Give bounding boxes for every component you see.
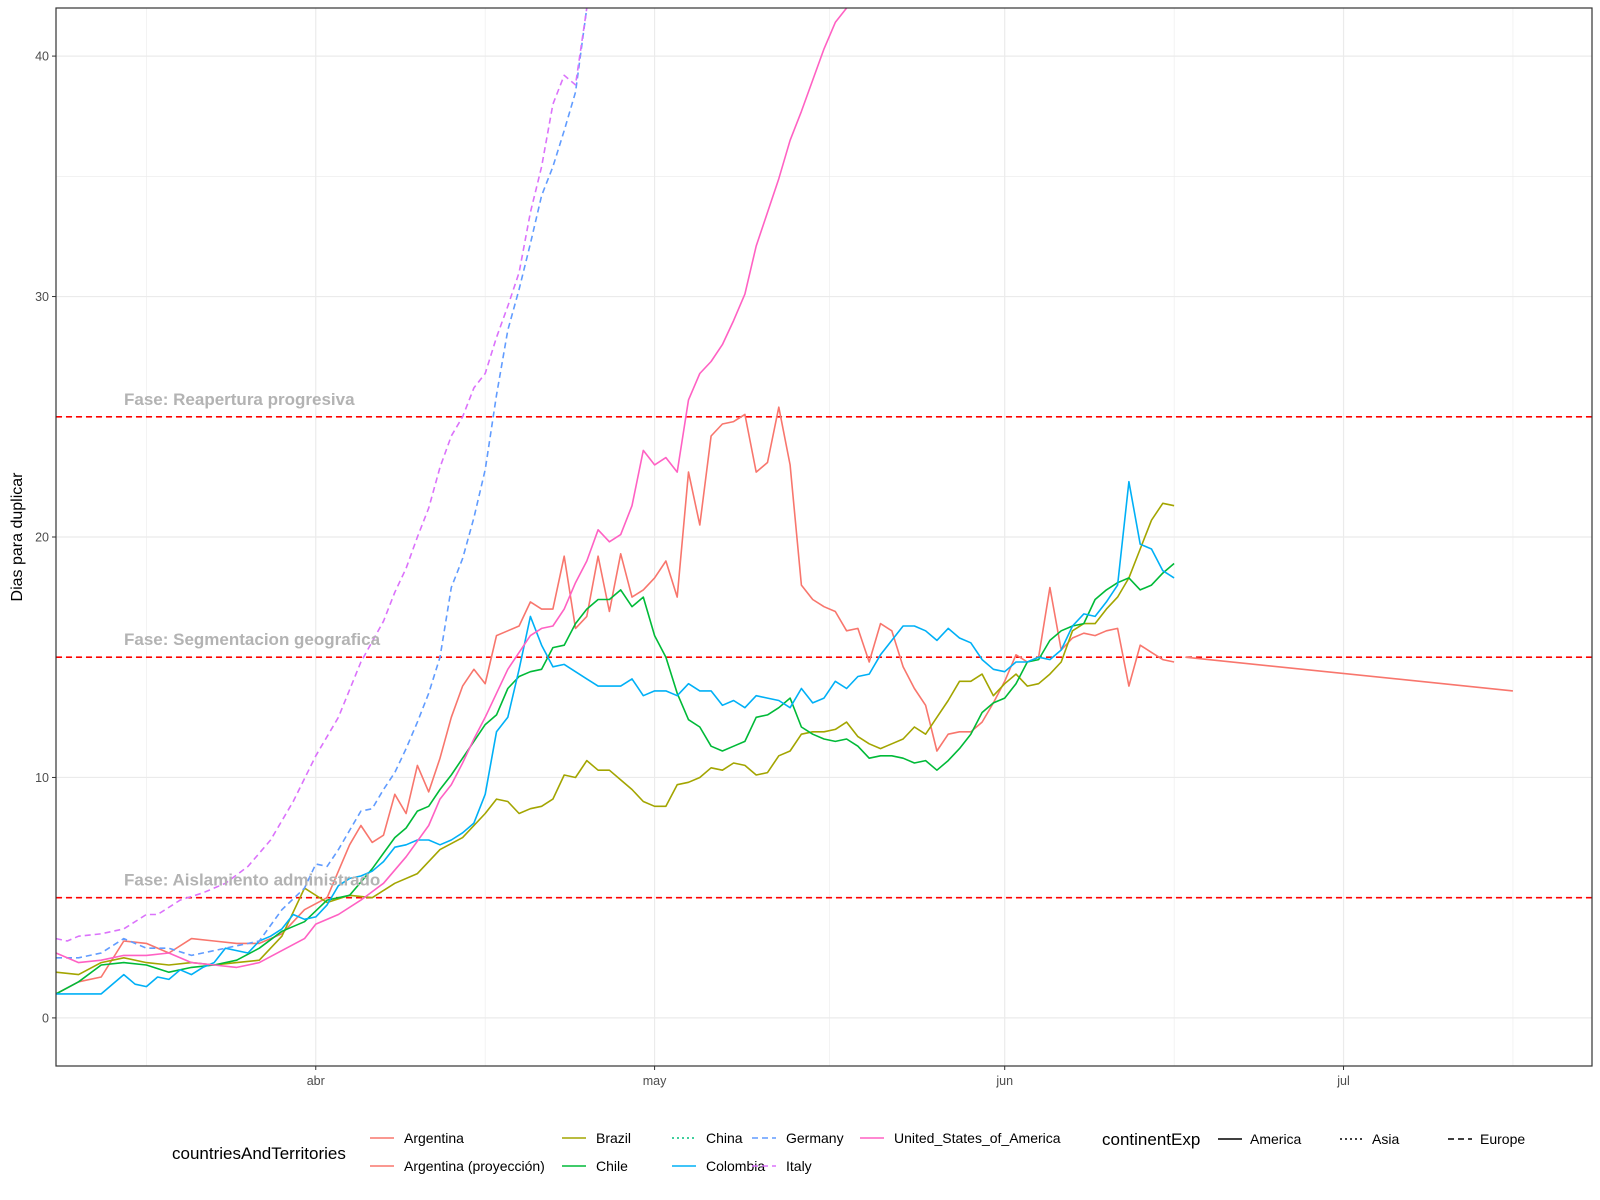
legend-linetype-title: continentExp (1102, 1130, 1200, 1149)
y-axis: 0 10 20 30 40 (35, 50, 56, 1025)
legend-label-germany: Germany (786, 1130, 844, 1146)
legend-linetype-label: Asia (1372, 1131, 1399, 1147)
legend-linetype-label: America (1250, 1131, 1302, 1147)
y-tick-label: 20 (35, 531, 49, 545)
series-line-argentina (56, 406, 1175, 995)
y-tick-label: 10 (35, 771, 49, 785)
legend-linetype-label: Europe (1480, 1131, 1525, 1147)
series-line-chile (56, 562, 1175, 995)
series-line-italy (56, 8, 588, 942)
y-axis-title: Dias para duplicar (9, 472, 26, 602)
series-line-brazil (56, 502, 1175, 976)
phase-lines (56, 415, 1592, 899)
legend-label-china: China (706, 1130, 743, 1146)
legend-label-colombia: Colombia (706, 1158, 765, 1174)
legend-label-brazil: Brazil (596, 1130, 631, 1146)
grid (56, 8, 1592, 1066)
series-line-argentina-proyecci-n (1185, 656, 1513, 692)
legend-label-argentina: Argentina (404, 1130, 464, 1146)
legend-linetype-entries: America Asia Europe (1218, 1131, 1525, 1147)
series-line-germany (56, 8, 588, 959)
legend-label-italy: Italy (786, 1158, 812, 1174)
phase-label: Fase: Aislamiento administrado (124, 871, 380, 890)
series-lines (56, 8, 1513, 995)
y-tick-label: 40 (35, 50, 49, 64)
series-line-colombia (56, 480, 1175, 995)
legend-color-title: countriesAndTerritories (172, 1144, 346, 1163)
legend-color-entries: Argentina Argentina (proyección) Brazil Chi… (370, 1130, 1061, 1174)
legend-label-united-states-of-america: United_States_of_America (894, 1130, 1061, 1146)
phase-labels: Fase: Reapertura progresiva Fase: Segment… (124, 390, 381, 890)
x-tick-label: may (643, 1074, 667, 1088)
y-tick-label: 30 (35, 290, 49, 304)
y-tick-label: 0 (42, 1011, 49, 1025)
legend-label-chile: Chile (596, 1158, 628, 1174)
x-tick-label: abr (307, 1074, 325, 1088)
phase-label: Fase: Reapertura progresiva (124, 390, 355, 409)
legend: countriesAndTerritories ArgentinaArgenti… (172, 1130, 1525, 1174)
series-line-united-states-of-america (56, 8, 848, 969)
x-axis: abr may jun jul (307, 1066, 1350, 1088)
x-tick-label: jul (1336, 1074, 1350, 1088)
phase-label: Fase: Segmentacion geografica (124, 630, 381, 649)
legend-label-argentina-proyecci-n: Argentina (proyección) (404, 1158, 545, 1174)
x-tick-label: jun (995, 1074, 1013, 1088)
